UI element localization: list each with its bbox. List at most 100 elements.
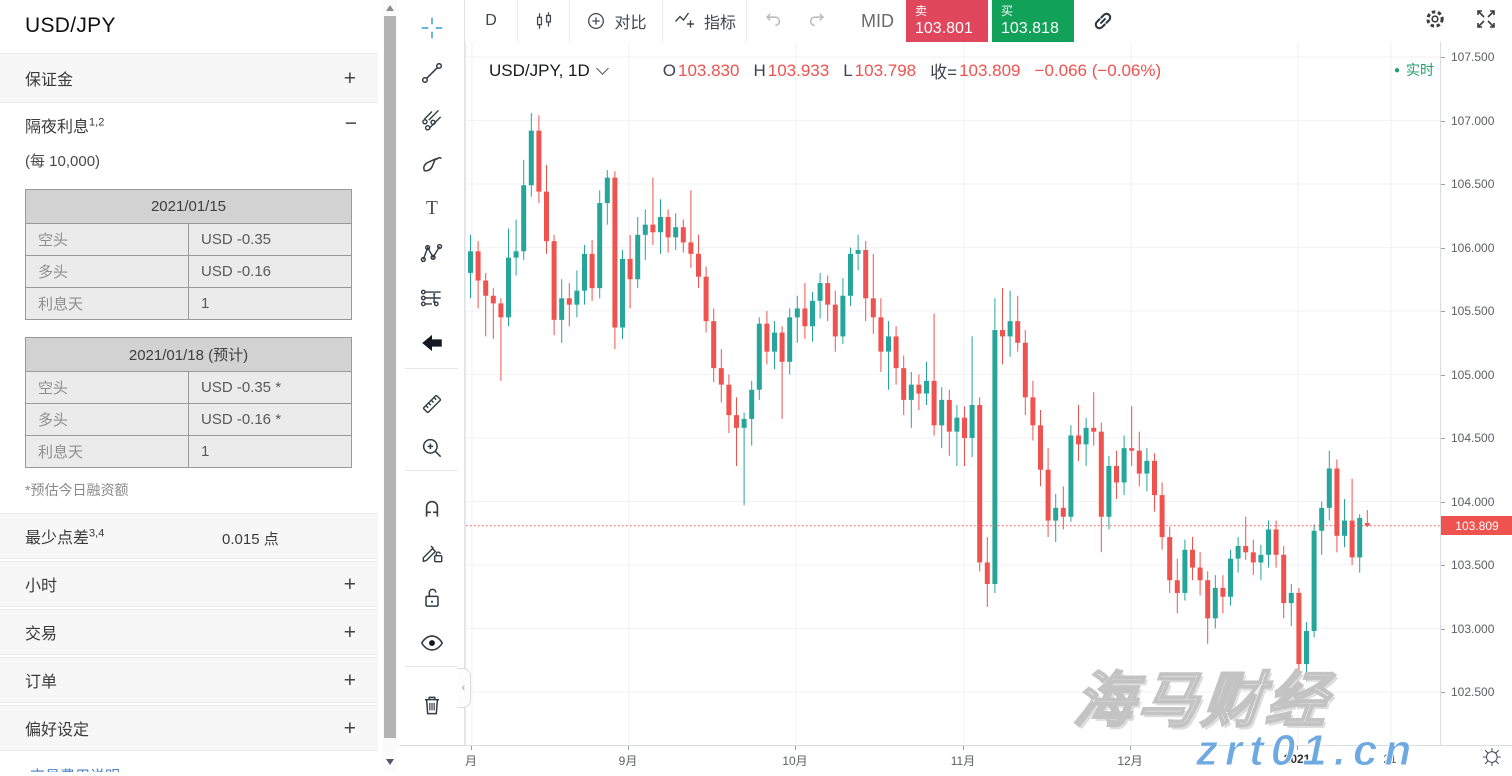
fullscreen-icon[interactable] xyxy=(1474,7,1498,36)
collapse-minus-icon[interactable]: − xyxy=(344,112,357,135)
hide-drawings-eye-icon[interactable] xyxy=(399,623,464,663)
scroll-down-arrow-icon[interactable] xyxy=(386,759,394,765)
time-tick-label: 21 xyxy=(1383,752,1397,766)
time-tick-label: 2021 xyxy=(1283,752,1311,766)
candle-body xyxy=(521,185,527,252)
price-axis[interactable]: 107.500 107.000 106.500 106.000 105.500 105.0… xyxy=(1440,42,1512,745)
candle-body xyxy=(688,242,694,254)
lock-drawings-icon[interactable] xyxy=(399,578,464,618)
link-icon[interactable] xyxy=(1090,0,1116,42)
candle-body xyxy=(855,250,861,254)
indicators-button[interactable]: 指标 xyxy=(663,0,747,42)
scrollbar-thumb[interactable] xyxy=(384,16,396,738)
row-label: 空头 xyxy=(25,223,189,256)
svg-text:T: T xyxy=(426,198,438,219)
text-tool-icon[interactable]: T xyxy=(399,188,464,228)
chart-corner-controls xyxy=(1420,0,1512,42)
legend-symbol[interactable]: USD/JPY, 1D xyxy=(489,60,590,80)
undo-icon[interactable] xyxy=(762,8,784,35)
buy-label: 买 xyxy=(1001,4,1014,18)
expand-plus-icon[interactable]: + xyxy=(343,572,356,596)
mid-price-mode-label[interactable]: MID xyxy=(861,10,894,31)
magnet-icon[interactable] xyxy=(399,488,464,528)
row-label: 多头 xyxy=(25,255,189,288)
interval-button[interactable]: D xyxy=(465,0,518,42)
candle-body xyxy=(901,368,907,400)
candle-body xyxy=(1106,465,1112,517)
overnight-table-current: 2021/01/15 空头 USD -0.35 多头 USD -0.16 利息天… xyxy=(25,189,352,320)
overnight-superscript: 1,2 xyxy=(89,116,105,129)
candle-body xyxy=(893,336,899,369)
candle-body xyxy=(764,323,770,352)
expand-plus-icon[interactable]: + xyxy=(343,668,356,692)
candle-body xyxy=(604,177,610,204)
sidebar-section-trade[interactable]: 交易 + xyxy=(0,609,378,655)
scroll-up-arrow-icon[interactable] xyxy=(386,5,394,11)
candle-body xyxy=(962,417,967,438)
remove-drawings-trash-icon[interactable] xyxy=(399,685,464,725)
spread-superscript: 3,4 xyxy=(89,527,105,540)
collapse-panel-icon[interactable]: ‹ xyxy=(457,668,471,708)
sidebar-section-orders[interactable]: 订单 + xyxy=(0,657,378,703)
candle-body xyxy=(1357,518,1363,558)
sidebar-scrollbar[interactable] xyxy=(383,0,397,772)
redo-icon[interactable] xyxy=(806,8,828,35)
ruler-icon[interactable] xyxy=(399,384,464,424)
price-tick xyxy=(1441,692,1445,693)
price-tick xyxy=(1441,120,1445,122)
sidebar-section-hours[interactable]: 小时 + xyxy=(0,561,378,607)
candle-body xyxy=(1364,523,1370,526)
candle-body xyxy=(528,130,534,186)
chevron-down-icon[interactable] xyxy=(595,62,609,75)
trend-line-icon[interactable] xyxy=(399,53,464,93)
candle-body xyxy=(1030,397,1036,426)
candle-body xyxy=(810,300,815,327)
price-tick-label: 103.500 xyxy=(1451,558,1495,572)
arrow-mark-icon[interactable] xyxy=(399,323,464,363)
crosshair-icon[interactable] xyxy=(399,8,464,48)
candle-body xyxy=(1243,545,1249,553)
candle-body xyxy=(1342,520,1347,536)
expand-plus-icon[interactable]: + xyxy=(343,716,356,740)
candlestick-chart[interactable] xyxy=(466,42,1441,745)
candle-body xyxy=(1288,592,1294,604)
time-tick xyxy=(471,746,472,750)
candle-body xyxy=(756,323,762,390)
expand-plus-icon[interactable]: + xyxy=(343,620,356,644)
sell-button[interactable]: 卖 103.801 xyxy=(906,0,988,42)
candle-body xyxy=(1326,468,1332,508)
expand-plus-icon[interactable]: + xyxy=(343,66,356,90)
position-tool-icon[interactable] xyxy=(399,278,464,318)
sidebar-section-margin[interactable]: 保证金 + xyxy=(0,53,378,103)
price-tick-label: 106.500 xyxy=(1451,177,1495,191)
sidebar-section-preferences[interactable]: 偏好设定 + xyxy=(0,705,378,751)
open-value: 103.830 xyxy=(678,60,740,80)
brush-icon[interactable] xyxy=(399,143,464,183)
candle-body xyxy=(1068,435,1074,517)
candlestick-chart-pane[interactable] xyxy=(465,42,1441,745)
row-value: 1 xyxy=(188,435,352,468)
candle-body xyxy=(1136,450,1142,474)
candlestick-style-icon[interactable] xyxy=(518,0,570,42)
xabcd-pattern-icon[interactable] xyxy=(399,233,464,273)
candle-body xyxy=(1304,631,1309,665)
candle-body xyxy=(1167,537,1173,581)
candle-body xyxy=(1129,448,1135,451)
preferences-label: 偏好设定 xyxy=(25,722,90,739)
clipped-footer-link[interactable]: 交易费用说明 xyxy=(30,765,120,772)
price-tick xyxy=(1441,438,1445,439)
candle-body xyxy=(559,298,565,320)
buy-button[interactable]: 买 103.818 xyxy=(992,0,1074,42)
drawing-mode-lock-icon[interactable] xyxy=(399,533,464,573)
time-axis[interactable]: 月 9月 10月 11月 12月 2021 21 xyxy=(399,745,1512,773)
candle-body xyxy=(916,384,922,394)
gear-icon[interactable] xyxy=(1422,6,1448,37)
candle-body xyxy=(490,295,496,304)
compare-button[interactable]: 对比 xyxy=(570,0,663,42)
zoom-in-icon[interactable] xyxy=(399,428,464,468)
pitchfork-icon[interactable] xyxy=(399,98,464,138)
sidebar-section-overnight[interactable]: 隔夜利息1,2 − xyxy=(25,113,357,137)
sell-price: 103.801 xyxy=(915,20,973,37)
chart-top-toolbar: D 对比 指标 MID 卖 103.801 买 103.818 xyxy=(465,0,1512,43)
candle-body xyxy=(1174,580,1180,593)
